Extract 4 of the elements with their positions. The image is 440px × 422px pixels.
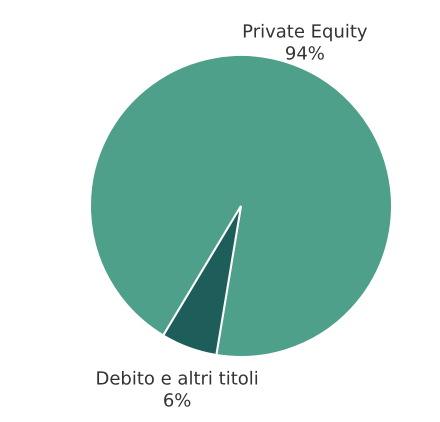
slice-label: Private Equity xyxy=(242,21,368,42)
data-label: 94% xyxy=(284,43,325,64)
data-label: 6% xyxy=(162,390,192,412)
slice-label: Debito e altri titoli xyxy=(95,368,259,390)
